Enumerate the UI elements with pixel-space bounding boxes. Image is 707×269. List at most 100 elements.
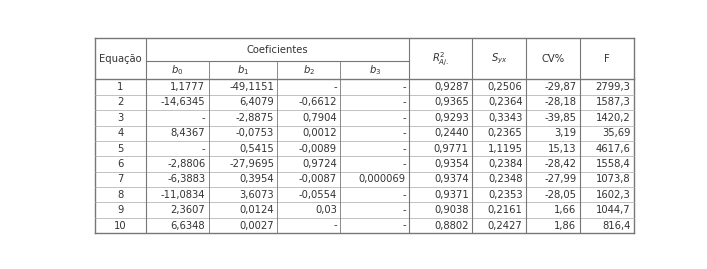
Text: 0,2427: 0,2427	[488, 221, 522, 231]
Text: 0,9365: 0,9365	[434, 97, 469, 107]
Text: 1420,2: 1420,2	[595, 113, 630, 123]
Text: 4: 4	[117, 128, 124, 138]
Text: -: -	[402, 190, 406, 200]
Text: -: -	[402, 159, 406, 169]
Text: 5: 5	[117, 144, 124, 154]
Text: 2: 2	[117, 97, 124, 107]
Text: 1602,3: 1602,3	[595, 190, 630, 200]
Text: -0,6612: -0,6612	[298, 97, 337, 107]
Text: -: -	[402, 113, 406, 123]
Text: -0,0554: -0,0554	[299, 190, 337, 200]
Text: $b_{2}$: $b_{2}$	[303, 63, 315, 77]
Text: 7: 7	[117, 174, 124, 184]
Text: $R^{2}_{Aj.}$: $R^{2}_{Aj.}$	[432, 50, 449, 68]
Text: 9: 9	[117, 205, 124, 215]
Text: -: -	[334, 82, 337, 92]
Text: 0,9293: 0,9293	[434, 113, 469, 123]
Text: -14,6345: -14,6345	[160, 97, 205, 107]
Text: -: -	[201, 144, 205, 154]
Text: 0,2364: 0,2364	[488, 97, 522, 107]
Text: -: -	[402, 128, 406, 138]
Text: 2799,3: 2799,3	[595, 82, 630, 92]
Text: 1558,4: 1558,4	[595, 159, 630, 169]
Text: $b_{1}$: $b_{1}$	[237, 63, 249, 77]
Text: 0,9287: 0,9287	[434, 82, 469, 92]
Text: 1,66: 1,66	[554, 205, 576, 215]
Text: -28,42: -28,42	[544, 159, 576, 169]
Text: -27,9695: -27,9695	[229, 159, 274, 169]
Text: 3: 3	[117, 113, 124, 123]
Text: 0,3343: 0,3343	[488, 113, 522, 123]
Text: 6: 6	[117, 159, 124, 169]
Text: Equação: Equação	[99, 54, 141, 64]
Text: 0,3954: 0,3954	[240, 174, 274, 184]
Text: 10: 10	[114, 221, 127, 231]
Text: 15,13: 15,13	[548, 144, 576, 154]
Text: -: -	[402, 97, 406, 107]
Text: 3,19: 3,19	[554, 128, 576, 138]
Text: 0,2365: 0,2365	[488, 128, 522, 138]
Text: 0,0027: 0,0027	[240, 221, 274, 231]
Text: 1587,3: 1587,3	[595, 97, 630, 107]
Text: 1,1195: 1,1195	[488, 144, 522, 154]
Text: 0,9038: 0,9038	[434, 205, 469, 215]
Text: 1044,7: 1044,7	[596, 205, 630, 215]
Text: 0,0124: 0,0124	[240, 205, 274, 215]
Text: 0,2348: 0,2348	[488, 174, 522, 184]
Text: -39,85: -39,85	[544, 113, 576, 123]
Text: -2,8806: -2,8806	[167, 159, 205, 169]
Text: $b_{0}$: $b_{0}$	[171, 63, 183, 77]
Text: 3,6073: 3,6073	[240, 190, 274, 200]
Text: -27,99: -27,99	[544, 174, 576, 184]
Text: -: -	[402, 205, 406, 215]
Text: -: -	[402, 82, 406, 92]
Text: $b_{3}$: $b_{3}$	[368, 63, 381, 77]
Text: -28,05: -28,05	[544, 190, 576, 200]
Text: 0,7904: 0,7904	[303, 113, 337, 123]
Text: 1,1777: 1,1777	[170, 82, 205, 92]
Text: -49,1151: -49,1151	[229, 82, 274, 92]
Text: 0,2440: 0,2440	[434, 128, 469, 138]
Text: Coeficientes: Coeficientes	[247, 45, 308, 55]
Text: 4617,6: 4617,6	[595, 144, 630, 154]
Text: 0,2506: 0,2506	[488, 82, 522, 92]
Text: 0,2161: 0,2161	[488, 205, 522, 215]
Text: 1: 1	[117, 82, 124, 92]
Text: -: -	[334, 221, 337, 231]
Text: 1073,8: 1073,8	[596, 174, 630, 184]
Text: 0,03: 0,03	[315, 205, 337, 215]
Text: -29,87: -29,87	[544, 82, 576, 92]
Text: -0,0087: -0,0087	[299, 174, 337, 184]
Text: -: -	[201, 113, 205, 123]
Text: -11,0834: -11,0834	[161, 190, 205, 200]
Text: 0,0012: 0,0012	[303, 128, 337, 138]
Text: -2,8875: -2,8875	[236, 113, 274, 123]
Text: 0,9371: 0,9371	[434, 190, 469, 200]
Text: -28,18: -28,18	[544, 97, 576, 107]
Text: 6,6348: 6,6348	[171, 221, 205, 231]
Text: $S_{yx}$: $S_{yx}$	[491, 52, 507, 66]
Text: 0,9771: 0,9771	[434, 144, 469, 154]
Text: -: -	[402, 221, 406, 231]
Text: 0,2384: 0,2384	[488, 159, 522, 169]
Text: -0,0753: -0,0753	[236, 128, 274, 138]
Text: -6,3883: -6,3883	[168, 174, 205, 184]
Text: 0,000069: 0,000069	[358, 174, 406, 184]
Text: -0,0089: -0,0089	[299, 144, 337, 154]
Text: 0,8802: 0,8802	[434, 221, 469, 231]
Text: CV%: CV%	[541, 54, 564, 64]
Text: 6,4079: 6,4079	[240, 97, 274, 107]
Text: 0,9354: 0,9354	[434, 159, 469, 169]
Text: 816,4: 816,4	[602, 221, 630, 231]
Text: 0,9724: 0,9724	[303, 159, 337, 169]
Text: 8: 8	[117, 190, 124, 200]
Text: 0,2353: 0,2353	[488, 190, 522, 200]
Text: -: -	[402, 144, 406, 154]
Text: 1,86: 1,86	[554, 221, 576, 231]
Text: 35,69: 35,69	[602, 128, 630, 138]
Text: 0,5415: 0,5415	[240, 144, 274, 154]
Text: 8,4367: 8,4367	[171, 128, 205, 138]
Text: F: F	[604, 54, 609, 64]
Text: 2,3607: 2,3607	[170, 205, 205, 215]
Text: 0,9374: 0,9374	[434, 174, 469, 184]
